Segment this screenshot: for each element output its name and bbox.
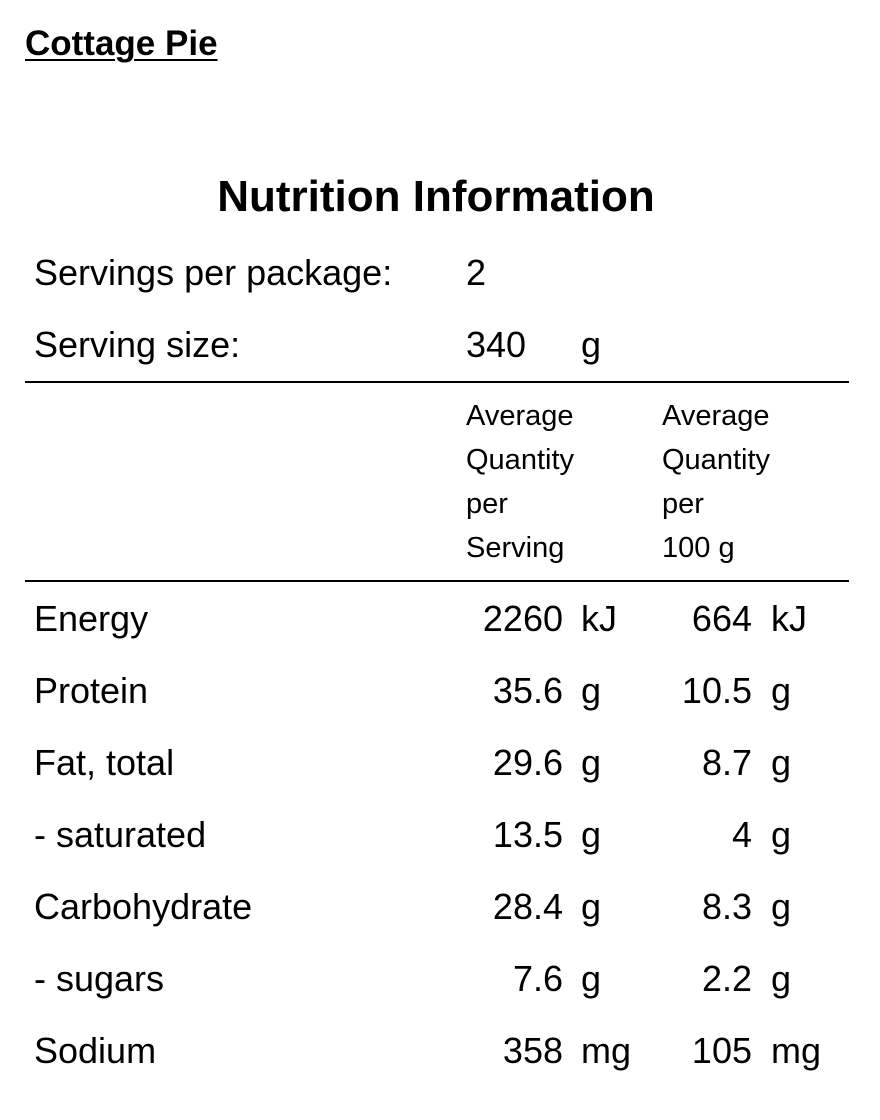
column-header-line: per <box>466 488 508 520</box>
per-serving-unit: g <box>581 670 602 711</box>
per-serving-unit: g <box>581 814 602 855</box>
per-serving-value: 35.6 <box>492 670 563 711</box>
per-serving-unit: g <box>581 886 602 927</box>
column-header-line: Quantity <box>466 444 574 476</box>
per-100g-value: 105 <box>691 1030 752 1071</box>
servings-per-package-label: Servings per package: <box>34 252 393 293</box>
per-serving-value: 7.6 <box>512 958 563 999</box>
per-100g-unit: g <box>771 814 792 855</box>
per-100g-value: 10.5 <box>681 670 752 711</box>
product-title: Cottage Pie <box>25 24 218 63</box>
header-bottom-rule <box>25 580 849 582</box>
per-serving-unit: kJ <box>581 598 617 639</box>
per-100g-value: 8.3 <box>701 886 752 927</box>
nutrient-name: Sodium <box>34 1030 157 1071</box>
serving-size-label: Serving size: <box>34 324 241 365</box>
per-serving-value: 29.6 <box>492 742 563 783</box>
nutrient-row-saturated: - saturated 13.5 g 4 g <box>0 814 880 886</box>
header-top-rule <box>25 381 849 383</box>
panel-title: Nutrition Information <box>217 172 655 221</box>
per-100g-unit: g <box>771 958 792 999</box>
per-100g-value: 8.7 <box>701 742 752 783</box>
per-100g-unit: g <box>771 886 792 927</box>
nutrient-name: Carbohydrate <box>34 886 253 927</box>
per-serving-unit: g <box>581 958 602 999</box>
nutrient-row-fat-total: Fat, total 29.6 g 8.7 g <box>0 742 880 814</box>
nutrient-row-carbohydrate: Carbohydrate 28.4 g 8.3 g <box>0 886 880 958</box>
per-serving-value: 2260 <box>482 598 563 639</box>
column-header-line: Average <box>662 400 770 432</box>
serving-size-unit: g <box>581 324 602 365</box>
per-100g-value: 4 <box>731 814 752 855</box>
servings-per-package-value: 2 <box>466 252 487 293</box>
nutrient-row-sugars: - sugars 7.6 g 2.2 g <box>0 958 880 1030</box>
per-100g-unit: g <box>771 670 792 711</box>
nutrient-row-sodium: Sodium 358 mg 105 mg <box>0 1030 880 1102</box>
per-serving-unit: g <box>581 742 602 783</box>
column-header-per-100g: Average Quantity per 100 g <box>662 394 770 570</box>
per-100g-value: 2.2 <box>701 958 752 999</box>
nutrient-name: Protein <box>34 670 149 711</box>
column-header-line: Average <box>466 400 574 432</box>
per-serving-value: 358 <box>502 1030 563 1071</box>
nutrient-name: Fat, total <box>34 742 175 783</box>
serving-size-value: 340 <box>466 324 527 365</box>
nutrient-name: - sugars <box>34 958 165 999</box>
column-header-line: per <box>662 488 704 520</box>
per-100g-unit: g <box>771 742 792 783</box>
per-100g-unit: kJ <box>771 598 807 639</box>
nutrient-name: Energy <box>34 598 149 639</box>
nutrient-row-energy: Energy 2260 kJ 664 kJ <box>0 598 880 670</box>
nutrient-name: - saturated <box>34 814 207 855</box>
column-header-line: Quantity <box>662 444 770 476</box>
per-serving-unit: mg <box>581 1030 632 1071</box>
per-serving-value: 13.5 <box>492 814 563 855</box>
per-100g-unit: mg <box>771 1030 822 1071</box>
per-100g-value: 664 <box>691 598 752 639</box>
column-header-line: Serving <box>466 532 565 564</box>
column-header-line: 100 g <box>662 532 735 564</box>
per-serving-value: 28.4 <box>492 886 563 927</box>
column-header-per-serving: Average Quantity per Serving <box>466 394 574 570</box>
nutrient-row-protein: Protein 35.6 g 10.5 g <box>0 670 880 742</box>
